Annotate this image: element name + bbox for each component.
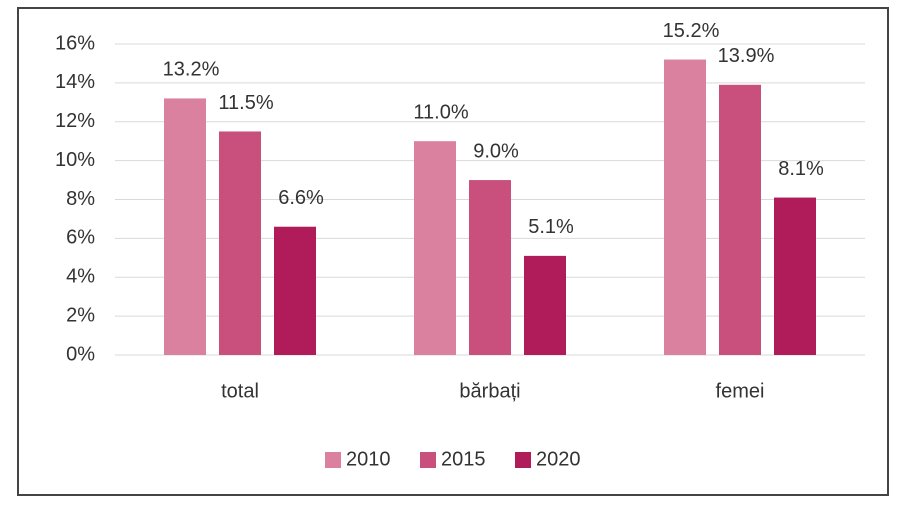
bar [274, 226, 316, 355]
legend-swatch [325, 452, 341, 468]
y-tick-label: 8% [66, 188, 95, 210]
value-label: 13.9% [718, 45, 775, 67]
bar [774, 197, 816, 355]
legend-swatch [420, 452, 436, 468]
value-label: 11.5% [218, 92, 273, 114]
bar [664, 59, 706, 356]
value-label: 5.1% [528, 216, 574, 238]
legend-label: 2010 [346, 448, 391, 470]
legend-label: 2015 [441, 448, 486, 470]
value-label: 9.0% [473, 140, 519, 162]
y-tick-label: 12% [55, 110, 95, 132]
y-tick-label: 2% [66, 304, 95, 326]
y-tick-label: 16% [55, 32, 95, 54]
x-tick-label: bărbați [459, 380, 520, 402]
legend-label: 2020 [536, 448, 581, 470]
bar [219, 131, 261, 355]
y-tick-label: 14% [55, 71, 95, 93]
bar [719, 84, 761, 355]
y-tick-label: 0% [66, 343, 95, 365]
y-tick-label: 6% [66, 227, 95, 249]
bar [469, 180, 511, 355]
bar [164, 98, 206, 356]
y-tick-label: 10% [55, 149, 95, 171]
bar [524, 255, 566, 355]
y-tick-label: 4% [66, 266, 95, 288]
bar [414, 141, 456, 355]
value-label: 13.2% [163, 59, 220, 81]
value-label: 11.0% [413, 101, 468, 123]
x-tick-label: total [221, 380, 259, 402]
value-label: 8.1% [778, 158, 824, 180]
value-label: 15.2% [663, 20, 720, 42]
value-label: 6.6% [278, 187, 324, 209]
x-tick-label: femei [716, 380, 765, 402]
legend-swatch [515, 452, 531, 468]
